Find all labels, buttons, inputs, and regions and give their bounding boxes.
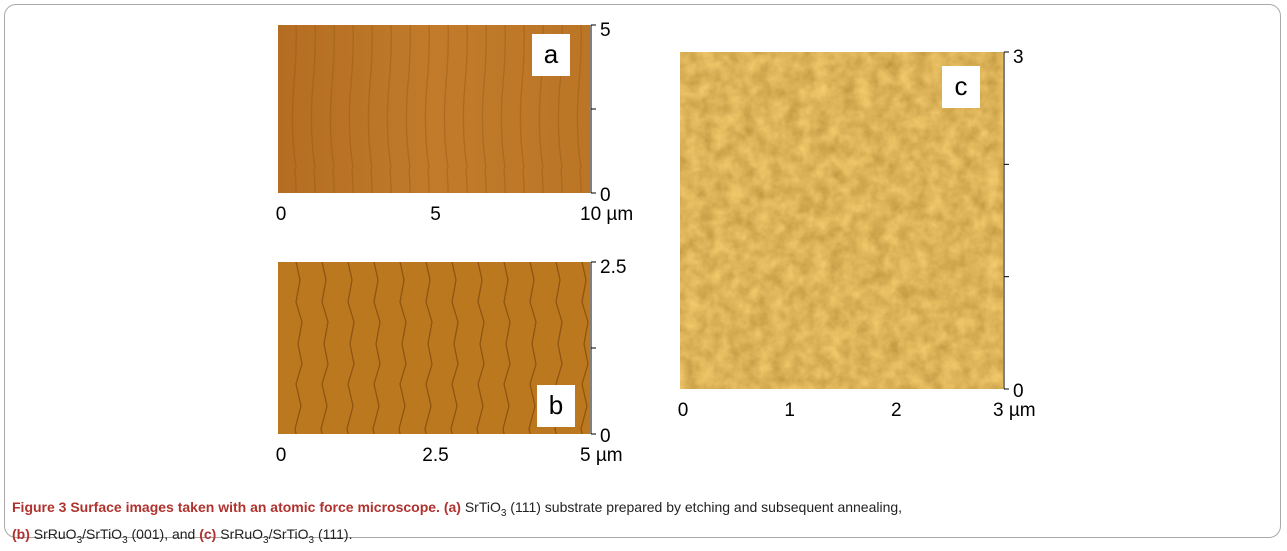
- panel-label: c: [955, 71, 968, 101]
- panel-label-box: [537, 385, 575, 427]
- caption-part: SrRuO: [216, 525, 264, 542]
- panel-label-box: [532, 34, 570, 76]
- x-tick-label: 0: [276, 204, 287, 225]
- caption-part: (b): [12, 525, 30, 542]
- x-tick-label: 5: [430, 204, 441, 225]
- x-tick-label: 0: [678, 400, 689, 421]
- caption-sub: 3: [308, 534, 315, 546]
- x-tick-label: 0: [276, 445, 287, 466]
- caption-part: SrTiO: [460, 499, 501, 515]
- y-tick-label: 0: [1013, 381, 1024, 402]
- y-tick-label: 0: [600, 185, 611, 206]
- caption-part: (001), and: [127, 525, 200, 542]
- figure-frame: [4, 4, 1281, 538]
- caption-part: /SrTiO: [268, 525, 309, 542]
- x-tick-label: 3 µm: [993, 400, 1036, 421]
- x-tick-label: 2.5: [422, 445, 448, 466]
- x-tick-label: 5 µm: [580, 445, 623, 466]
- caption-sub: 3: [122, 534, 128, 546]
- figure-images: 0 5 0 5 10 µm a 0 2.5 0 2.5 5 µm b 0 3 0 1 2 3 µm c: [276, 20, 1036, 466]
- caption: Figure 3 Surface images taken with an at…: [12, 497, 1277, 551]
- panel-label-box: [942, 66, 980, 108]
- x-tick-label: 1: [784, 400, 795, 421]
- y-tick-label: 5: [600, 20, 611, 41]
- y-tick-label: 2.5: [600, 257, 626, 278]
- panel-label: b: [549, 390, 563, 420]
- caption-title: Figure 3 Surface images taken with an at…: [12, 499, 440, 515]
- x-tick-label: 10 µm: [580, 204, 633, 225]
- panel-label: a: [544, 39, 559, 69]
- y-tick-label: 3: [1013, 47, 1024, 68]
- caption-sub: 3: [76, 534, 83, 546]
- y-tick-label: 0: [600, 426, 611, 447]
- caption-part: (c): [199, 525, 217, 542]
- caption-sub: 3: [500, 507, 507, 519]
- caption-part: (111) substrate prepared by etching and …: [506, 499, 903, 515]
- caption-part: (111).: [314, 525, 353, 542]
- x-tick-label: 2: [891, 400, 902, 421]
- caption-part: (a): [443, 499, 461, 515]
- afm-image-c: [680, 52, 1003, 389]
- caption-sub: 3: [263, 534, 269, 546]
- caption-part: /SrTiO: [82, 525, 123, 542]
- caption-part: SrRuO: [29, 525, 77, 542]
